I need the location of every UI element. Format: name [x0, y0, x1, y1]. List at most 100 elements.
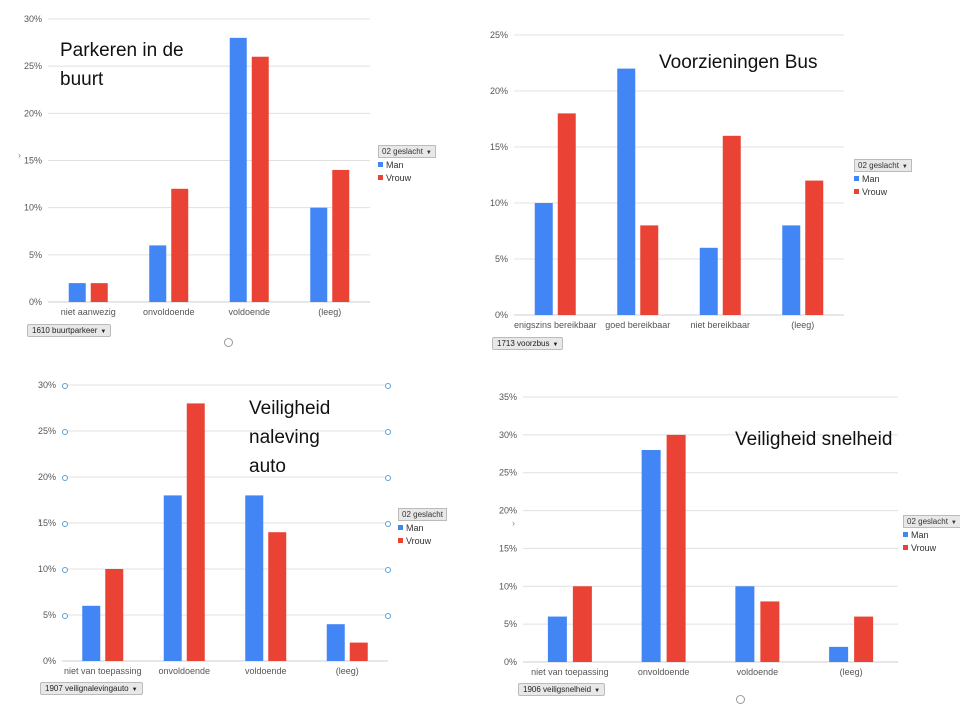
resize-handle-icon[interactable] [224, 338, 233, 347]
chart-panel-veiligheid-naleving-auto: 0% 5% 10% 15% 20% 25% 30% niet van toepassing on… [0, 370, 480, 720]
y-tick-label: 25% [38, 426, 56, 436]
selection-handle-icon[interactable] [385, 429, 391, 435]
chart-panel-veiligheid-snelheid: 0% 5% 10% 15% 20% 25% 30% 35% niet van toepassin… [480, 370, 960, 720]
chart-parkeren: 0% 5% 10% 15% 20% 25% 30% niet aanwezig onvoldoe… [24, 14, 370, 317]
legend-filter-button[interactable]: 02 geslacht [398, 508, 447, 521]
bar-vrouw-1[interactable] [105, 569, 124, 661]
legend-filter-button[interactable]: 02 geslacht ▼ [903, 515, 960, 528]
bar-vrouw-4[interactable] [332, 169, 350, 302]
legend-item-man: Man [378, 158, 436, 171]
bar-man-4[interactable] [326, 624, 345, 661]
bar-man-4[interactable] [782, 225, 801, 315]
bar-vrouw-3[interactable] [722, 135, 741, 315]
x-tick-label: (leeg) [840, 667, 863, 677]
y-tick-label: 0% [495, 310, 508, 320]
bar-man-3[interactable] [699, 247, 718, 315]
selection-handle-icon[interactable] [62, 429, 68, 435]
y-tick-label: 30% [24, 14, 42, 24]
legend-filter-button[interactable]: 02 geslacht ▼ [854, 159, 912, 172]
bar-vrouw-1[interactable] [572, 586, 592, 662]
bar-man-3[interactable] [245, 495, 264, 661]
bar-man-1[interactable] [547, 616, 567, 662]
bar-man-1[interactable] [68, 283, 86, 302]
bar-man-1[interactable] [82, 605, 101, 661]
legend: 02 geslacht ▼ Man Vrouw [903, 515, 960, 554]
bar-man-2[interactable] [617, 68, 636, 315]
legend-item-man: Man [903, 528, 960, 541]
y-tick-label: 10% [24, 203, 42, 213]
bar-man-3[interactable] [229, 37, 247, 302]
legend-item-vrouw: Vrouw [854, 185, 912, 198]
bar-vrouw-3[interactable] [251, 56, 269, 302]
bar-vrouw-4[interactable] [854, 616, 874, 662]
bar-vrouw-4[interactable] [349, 642, 368, 661]
x-tick-label: (leeg) [318, 307, 341, 317]
bar-man-1[interactable] [534, 203, 553, 315]
bar-vrouw-2[interactable] [640, 225, 659, 315]
chart-panel-parkeren: 0% 5% 10% 15% 20% 25% 30% niet aanwezig onvoldoe… [0, 0, 480, 350]
caret-down-icon: ▼ [425, 150, 432, 156]
bar-vrouw-1[interactable] [557, 113, 576, 316]
chart-veiligheid-naleving-auto: 0% 5% 10% 15% 20% 25% 30% niet van toepassing on… [38, 380, 388, 676]
x-tick-label: enigszins bereikbaar [514, 320, 597, 330]
bar-vrouw-2[interactable] [666, 434, 686, 662]
y-tick-label: 35% [499, 392, 517, 402]
bar-vrouw-4[interactable] [805, 180, 824, 315]
selection-handle-icon[interactable] [62, 521, 68, 527]
y-tick-label: 15% [499, 543, 517, 553]
x-tick-label: voldoende [228, 307, 270, 317]
legend-item-vrouw: Vrouw [398, 534, 447, 547]
caret-down-icon: ▼ [552, 342, 559, 348]
field-filter-button[interactable]: 1907 veilignalevingauto ▼ [40, 682, 143, 695]
x-tick-label: goed bereikbaar [605, 320, 670, 330]
bar-man-4[interactable] [310, 207, 328, 302]
swatch-man [378, 162, 383, 167]
field-filter-button[interactable]: 1610 buurtparkeer ▼ [27, 324, 112, 337]
selection-handle-icon[interactable] [385, 613, 391, 619]
axis-marker: › [38, 515, 41, 525]
field-filter-button[interactable]: 1906 veiligsnelheid ▼ [518, 683, 606, 696]
chart-title: Veiligheid snelheid [735, 429, 893, 450]
selection-handle-icon[interactable] [62, 613, 68, 619]
selection-handle-icon[interactable] [385, 567, 391, 573]
bar-man-2[interactable] [149, 245, 167, 302]
bar-man-2[interactable] [163, 495, 182, 661]
chart-title: Parkeren in de buurt [60, 40, 184, 90]
legend: 02 geslacht ▼ Man Vrouw [378, 145, 436, 184]
selection-handle-icon[interactable] [62, 383, 68, 389]
bar-vrouw-2[interactable] [186, 403, 205, 661]
y-tick-label: 25% [499, 468, 517, 478]
bar-man-3[interactable] [735, 586, 755, 662]
bar-vrouw-1[interactable] [90, 283, 108, 302]
caret-down-icon: ▼ [594, 688, 601, 694]
selection-handle-icon[interactable] [385, 521, 391, 527]
selection-handle-icon[interactable] [385, 475, 391, 481]
x-tick-label: voldoende [245, 666, 287, 676]
x-tick-label: (leeg) [336, 666, 359, 676]
x-tick-label: voldoende [737, 667, 779, 677]
bar-vrouw-3[interactable] [760, 601, 780, 662]
y-tick-label: 5% [504, 619, 517, 629]
y-tick-label: 20% [490, 86, 508, 96]
selection-handle-icon[interactable] [385, 383, 391, 389]
field-filter-button[interactable]: 1713 voorzbus ▼ [492, 337, 564, 350]
chart-veiligheid-snelheid: 0% 5% 10% 15% 20% 25% 30% 35% niet van toepassin… [499, 392, 898, 677]
y-tick-label: 15% [24, 156, 42, 166]
bar-man-2[interactable] [641, 450, 661, 662]
y-tick-label: 5% [43, 610, 56, 620]
y-tick-label: 15% [490, 142, 508, 152]
x-tick-label: onvoldoende [143, 307, 195, 317]
selection-handle-icon[interactable] [62, 475, 68, 481]
bar-vrouw-3[interactable] [268, 532, 287, 661]
resize-handle-icon[interactable] [736, 695, 745, 704]
bar-man-4[interactable] [829, 646, 849, 662]
y-tick-label: 0% [29, 297, 42, 307]
selection-handle-icon[interactable] [62, 567, 68, 573]
y-tick-label: 20% [24, 108, 42, 118]
legend-filter-button[interactable]: 02 geslacht ▼ [378, 145, 436, 158]
swatch-man [398, 525, 403, 530]
caret-down-icon: ▼ [131, 687, 138, 693]
x-tick-label: onvoldoende [158, 666, 210, 676]
bar-vrouw-2[interactable] [171, 188, 189, 302]
y-tick-label: 25% [24, 61, 42, 71]
